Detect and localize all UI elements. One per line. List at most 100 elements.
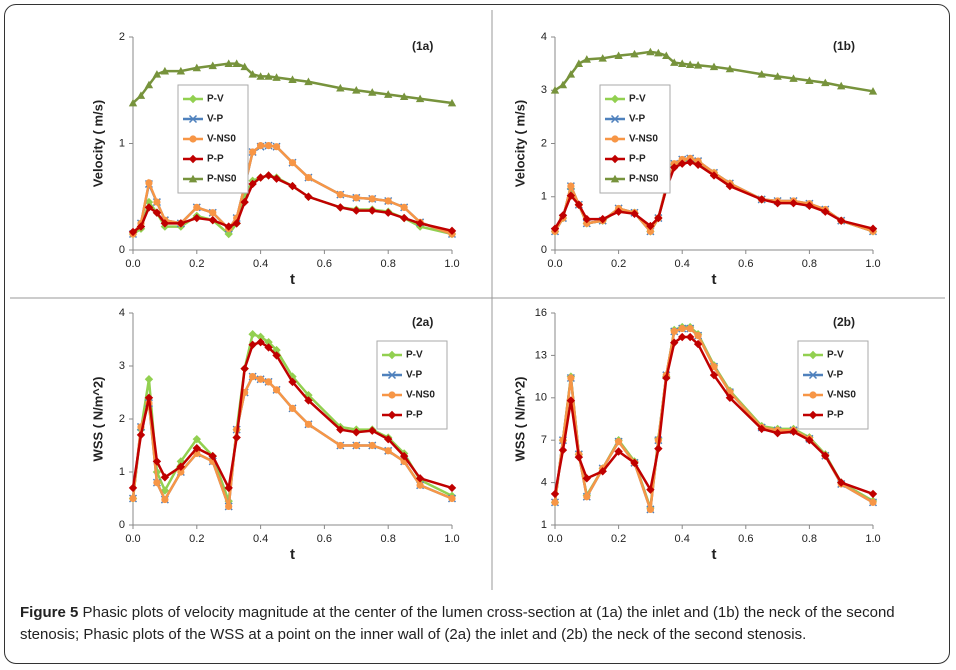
annotation: (1a) [412, 39, 433, 53]
marker [598, 214, 607, 224]
marker [709, 171, 719, 180]
x-tick-label: 0.2 [189, 533, 204, 545]
marker [630, 458, 639, 468]
marker [384, 434, 393, 444]
marker [336, 441, 344, 450]
x-axis-label: t [290, 271, 295, 288]
marker [304, 192, 313, 201]
marker [136, 430, 146, 440]
marker [773, 198, 782, 208]
marker [288, 159, 297, 167]
marker [176, 462, 186, 471]
marker [415, 94, 425, 103]
marker [630, 209, 639, 218]
marker [574, 452, 584, 462]
y-tick-label: 0 [119, 244, 125, 256]
marker [128, 98, 138, 107]
marker [725, 181, 735, 191]
marker [415, 474, 425, 483]
marker [192, 213, 201, 223]
marker [646, 47, 655, 56]
y-tick-label: 3 [119, 360, 125, 372]
x-tick-label: 0.8 [802, 533, 817, 545]
x-tick-label: 0.6 [738, 533, 753, 545]
marker [558, 80, 568, 89]
marker [160, 219, 170, 228]
marker [615, 438, 623, 446]
marker [209, 209, 217, 217]
y-tick-label: 4 [541, 31, 547, 43]
x-tick-label: 0.6 [317, 533, 332, 545]
marker [388, 391, 396, 399]
marker [868, 87, 878, 95]
marker [224, 59, 233, 67]
chart: 1 4 7 10 13 16 0.0 0.2 0.4 0.6 0.8 1.0 t WSS ( N/m^2)… [512, 307, 880, 563]
marker [574, 59, 584, 67]
marker [192, 434, 201, 444]
marker [630, 49, 639, 58]
marker [144, 375, 154, 384]
marker [248, 340, 257, 349]
marker [610, 174, 620, 183]
marker [152, 70, 162, 78]
marker [646, 505, 655, 514]
y-tick-label: 2 [541, 137, 547, 149]
marker [188, 94, 198, 104]
marker [670, 338, 679, 347]
marker [232, 433, 241, 442]
marker [789, 198, 798, 208]
marker [654, 444, 663, 453]
marker [415, 219, 425, 228]
y-tick-label: 13 [535, 349, 547, 361]
marker [153, 198, 161, 206]
x-tick-label: 0.0 [547, 258, 562, 270]
marker [256, 332, 265, 342]
marker [144, 80, 154, 89]
marker [304, 420, 313, 428]
marker [188, 174, 198, 183]
marker [248, 179, 257, 189]
marker [558, 445, 568, 455]
marker [685, 60, 695, 69]
marker [550, 489, 560, 499]
legend-label: P-P [207, 154, 224, 165]
marker [709, 62, 719, 71]
marker [611, 135, 619, 143]
marker [610, 114, 620, 124]
x-tick-label: 1.0 [444, 533, 459, 545]
x-tick-label: 0.4 [253, 533, 268, 545]
marker [821, 451, 830, 460]
x-axis-label: t [290, 546, 295, 563]
marker [805, 76, 814, 85]
marker [160, 66, 170, 75]
marker [583, 493, 591, 501]
caption: Figure 5 Phasic plots of velocity magnit… [20, 602, 940, 646]
marker [272, 143, 281, 151]
marker [208, 451, 217, 461]
y-axis-label: Velocity ( m/s) [90, 100, 105, 187]
marker [809, 391, 817, 399]
marker [399, 213, 409, 223]
marker [264, 142, 273, 150]
legend-label: P-NS0 [629, 174, 659, 185]
y-axis-label: WSS ( N/m^2) [90, 377, 105, 462]
annotation: (1b) [833, 39, 855, 53]
marker [789, 427, 798, 436]
marker [567, 374, 575, 382]
legend-label: P-V [406, 350, 423, 361]
marker [821, 207, 830, 216]
marker [694, 332, 702, 340]
marker [272, 386, 281, 394]
marker [662, 51, 671, 59]
marker [136, 222, 146, 231]
marker [384, 90, 393, 98]
marker [805, 436, 814, 445]
x-tick-label: 0.6 [317, 258, 332, 270]
x-tick-label: 0.0 [547, 533, 562, 545]
marker [352, 86, 361, 94]
x-tick-label: 0.8 [381, 533, 396, 545]
marker [773, 428, 782, 438]
marker [686, 324, 694, 333]
x-tick-label: 0.8 [802, 258, 817, 270]
marker [152, 208, 162, 217]
